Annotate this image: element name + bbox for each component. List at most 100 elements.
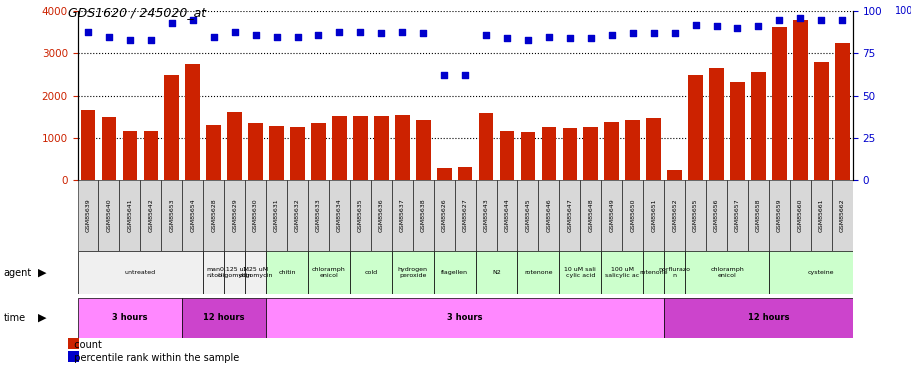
Point: [143, 37, 158, 43]
Bar: [392, 180, 413, 251]
Text: 100%: 100%: [895, 6, 911, 16]
Bar: [558, 180, 579, 251]
Bar: [499, 131, 514, 180]
Text: time: time: [4, 313, 26, 323]
Bar: [290, 127, 304, 180]
Text: GSM85641: GSM85641: [128, 199, 132, 232]
Text: GSM85648: GSM85648: [588, 199, 593, 232]
Bar: [371, 180, 392, 251]
Bar: [604, 122, 619, 180]
Text: GSM85633: GSM85633: [315, 199, 321, 232]
Point: [541, 34, 556, 40]
Text: 12 hours: 12 hours: [747, 314, 789, 322]
Bar: [436, 168, 451, 180]
Bar: [227, 112, 241, 180]
Bar: [768, 251, 873, 294]
Bar: [814, 62, 828, 180]
Text: chitin: chitin: [278, 270, 295, 275]
Point: [185, 16, 200, 22]
Text: 12 hours: 12 hours: [203, 314, 245, 322]
Text: flagellen: flagellen: [441, 270, 467, 275]
Bar: [350, 251, 392, 294]
Bar: [203, 180, 224, 251]
Point: [520, 37, 535, 43]
Point: [290, 34, 304, 40]
Point: [457, 72, 472, 78]
Text: N2: N2: [492, 270, 500, 275]
Text: 3 hours: 3 hours: [447, 314, 482, 322]
Point: [709, 23, 723, 30]
Text: 0.125 uM
oligomycin: 0.125 uM oligomycin: [217, 267, 251, 278]
Point: [394, 28, 409, 34]
Text: count: count: [68, 340, 102, 350]
Bar: [642, 180, 663, 251]
Text: GDS1620 / 245020_at: GDS1620 / 245020_at: [68, 6, 206, 19]
Bar: [98, 180, 119, 251]
Bar: [475, 180, 496, 251]
Text: cysteine: cysteine: [807, 270, 834, 275]
Bar: [143, 131, 158, 180]
Text: GSM85636: GSM85636: [378, 199, 384, 232]
Point: [80, 28, 95, 34]
Point: [730, 25, 744, 31]
Point: [814, 16, 828, 22]
Text: GSM85632: GSM85632: [294, 199, 300, 232]
Bar: [185, 64, 200, 180]
Text: GSM85635: GSM85635: [357, 199, 363, 232]
Bar: [415, 120, 430, 180]
Text: GSM85659: GSM85659: [776, 199, 781, 232]
Bar: [101, 117, 117, 180]
Text: GSM85649: GSM85649: [609, 199, 614, 232]
Bar: [768, 180, 789, 251]
Point: [415, 30, 430, 36]
Bar: [541, 127, 556, 180]
Text: untreated: untreated: [125, 270, 156, 275]
Bar: [562, 128, 577, 180]
Bar: [789, 180, 810, 251]
Bar: [810, 180, 831, 251]
Bar: [245, 251, 266, 294]
Text: GSM85652: GSM85652: [671, 199, 676, 232]
Point: [374, 30, 388, 36]
Text: GSM85657: GSM85657: [734, 199, 739, 232]
Text: chloramph
enicol: chloramph enicol: [312, 267, 345, 278]
Text: GSM85626: GSM85626: [441, 199, 446, 232]
Text: GSM85658: GSM85658: [755, 199, 760, 232]
Bar: [77, 180, 98, 251]
Point: [751, 23, 765, 30]
Text: GSM85661: GSM85661: [818, 199, 823, 232]
Bar: [311, 123, 325, 180]
Bar: [248, 123, 262, 180]
Bar: [329, 180, 350, 251]
Text: GSM85654: GSM85654: [190, 199, 195, 232]
Text: GSM85660: GSM85660: [797, 199, 802, 232]
Bar: [600, 180, 621, 251]
Bar: [583, 127, 598, 180]
Point: [604, 32, 619, 38]
Text: chloramph
enicol: chloramph enicol: [710, 267, 743, 278]
Point: [227, 28, 241, 34]
Bar: [182, 298, 266, 338]
Point: [269, 34, 283, 40]
Text: ▶: ▶: [38, 268, 46, 278]
Text: norflurazo
n: norflurazo n: [658, 267, 690, 278]
Text: GSM85645: GSM85645: [525, 199, 530, 232]
Bar: [206, 125, 220, 180]
Text: GSM85644: GSM85644: [504, 199, 509, 232]
Bar: [392, 251, 434, 294]
Bar: [80, 110, 96, 180]
Bar: [269, 126, 283, 180]
Point: [332, 28, 346, 34]
Bar: [119, 180, 140, 251]
Bar: [224, 251, 245, 294]
Point: [834, 16, 849, 22]
Text: GSM85643: GSM85643: [483, 199, 488, 232]
Bar: [122, 131, 137, 180]
Bar: [308, 180, 329, 251]
Bar: [77, 251, 203, 294]
Text: rotenone: rotenone: [524, 270, 552, 275]
Text: GSM85639: GSM85639: [86, 199, 90, 232]
Bar: [245, 180, 266, 251]
Text: GSM85628: GSM85628: [211, 199, 216, 232]
Text: 1.25 uM
oligomycin: 1.25 uM oligomycin: [238, 267, 272, 278]
